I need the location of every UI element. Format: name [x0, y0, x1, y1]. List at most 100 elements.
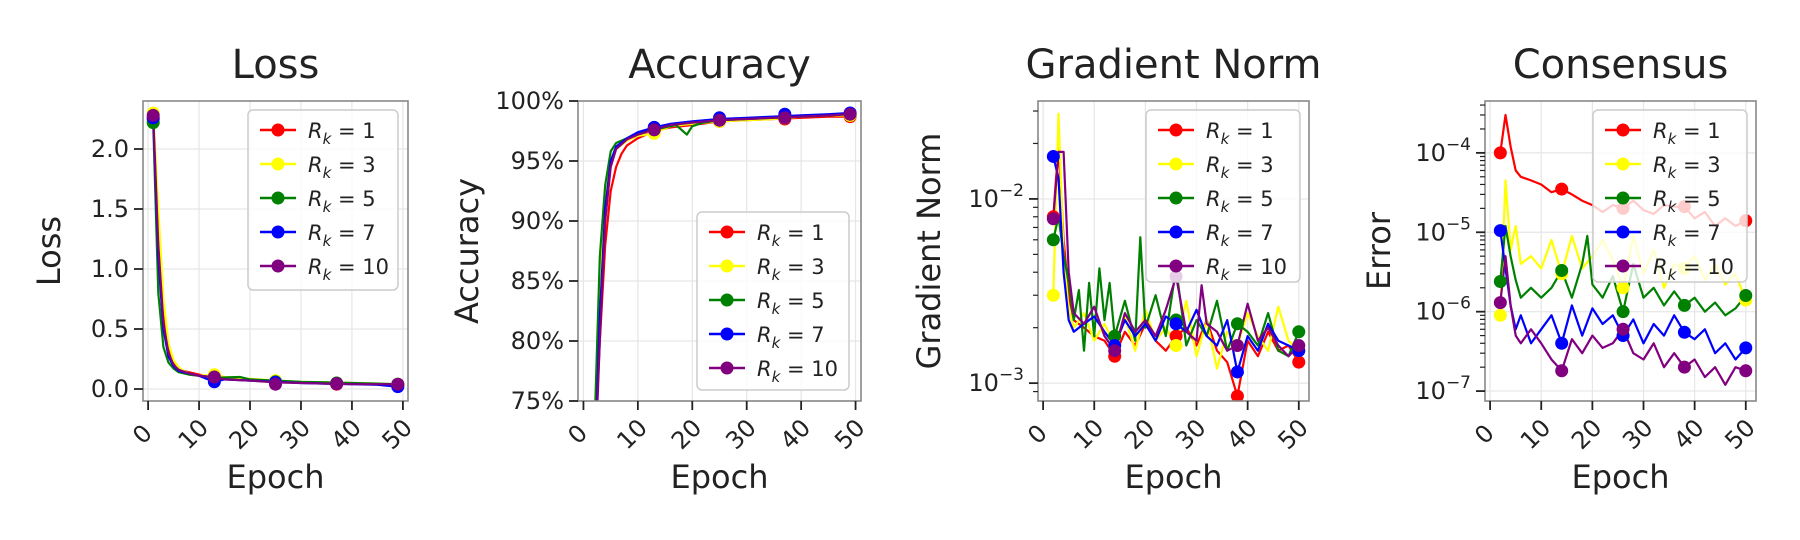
y-tick-label: 0.5: [91, 315, 129, 343]
series-marker-3: [1616, 305, 1630, 319]
series-marker-3: [1677, 298, 1691, 312]
y-axis-label: Accuracy: [448, 178, 486, 324]
x-tick-label: 10: [173, 414, 214, 455]
legend-item-2: Rk = 3: [709, 255, 825, 284]
legend-label: Rk = 3: [308, 153, 376, 182]
legend-item-2: Rk = 3: [260, 153, 376, 182]
legend-item-5: Rk = 10: [1158, 255, 1287, 284]
series-marker-1: [1493, 146, 1507, 160]
x-tick-label: 50: [1719, 414, 1760, 455]
legend-marker: [1169, 259, 1183, 273]
series-marker-5: [391, 377, 405, 391]
legend-item-4: Rk = 7: [1158, 221, 1274, 250]
legend-marker: [720, 361, 734, 375]
legend-item-3: Rk = 5: [1605, 187, 1721, 216]
y-tick-label: 10−4: [1415, 135, 1471, 167]
legend-label: Rk = 5: [1653, 187, 1721, 216]
legend-item-3: Rk = 5: [260, 187, 376, 216]
y-tick-label: 95%: [511, 147, 564, 175]
legend-marker: [1169, 191, 1183, 205]
legend-item-2: Rk = 3: [1158, 153, 1274, 182]
series-marker-1: [1230, 389, 1244, 401]
axes-frame: [142, 100, 409, 402]
x-tick-label: 50: [829, 414, 870, 455]
chart-title: Consensus: [1513, 42, 1729, 88]
legend-label: Rk = 10: [308, 255, 389, 284]
legend: Rk = 1 Rk = 3 Rk = 5 Rk = 7 Rk = 10: [696, 211, 850, 391]
y-tick-label: 1.0: [91, 255, 129, 283]
x-tick-label: 30: [720, 414, 761, 455]
series-marker-4: [1555, 336, 1569, 350]
y-tick-label: 10−3: [968, 365, 1024, 397]
series-line-3: [1052, 215, 1300, 358]
legend-marker: [271, 123, 285, 137]
legend-marker: [271, 225, 285, 239]
x-tick-label: 40: [326, 414, 367, 455]
legend-label: Rk = 1: [1653, 119, 1721, 148]
series-marker-4: [1493, 224, 1507, 238]
series-group: [594, 106, 857, 401]
x-tick-label: 50: [377, 414, 418, 455]
series-line-4: [1052, 156, 1300, 374]
legend: Rk = 1 Rk = 3 Rk = 5 Rk = 7 Rk = 10: [1592, 109, 1748, 284]
series-marker-4: [1169, 317, 1183, 331]
legend-box: [1145, 109, 1301, 283]
series-marker-5: [778, 111, 792, 125]
legend-item-1: Rk = 1: [709, 221, 825, 250]
y-axis-label: Gradient Norm: [910, 133, 948, 370]
x-tick-label: 30: [1617, 414, 1658, 455]
legend-item-3: Rk = 5: [1158, 187, 1274, 216]
series-marker-2: [1169, 339, 1183, 353]
legend-label: Rk = 10: [1653, 255, 1734, 284]
series-marker-5: [1292, 339, 1306, 353]
legend-marker: [720, 259, 734, 273]
y-axis-label: Loss: [30, 216, 68, 286]
legend-item-1: Rk = 1: [1158, 119, 1274, 148]
axes-frame: [577, 100, 862, 402]
chart-panel-4: 0 10 20 30 40 50 10−7 10−6 10−5 10−4 Consensus Epoc…: [1360, 42, 1761, 496]
legend-box: [696, 211, 850, 391]
y-tick-label: 10−6: [1415, 294, 1471, 326]
x-axis-label: Epoch: [671, 458, 769, 496]
legend-item-3: Rk = 5: [709, 289, 825, 318]
series-marker-5: [1046, 212, 1060, 226]
series-marker-5: [207, 370, 221, 384]
x-tick-label: 50: [1272, 414, 1313, 455]
series-marker-5: [713, 113, 726, 127]
x-tick-label: 10: [612, 414, 653, 455]
series-marker-3: [1555, 264, 1569, 278]
legend-label: Rk = 3: [757, 255, 825, 284]
y-tick-label: 90%: [511, 207, 564, 235]
chart-title: Gradient Norm: [1026, 42, 1322, 88]
legend-item-4: Rk = 7: [1605, 221, 1721, 250]
legend-item-5: Rk = 10: [1605, 255, 1734, 284]
y-tick-label: 10−7: [1415, 373, 1471, 405]
x-tick-label: 0: [127, 419, 158, 450]
x-tick-label: 20: [666, 414, 707, 455]
x-tick-label: 40: [1221, 414, 1262, 455]
series-marker-2: [1616, 281, 1630, 295]
legend-label: Rk = 5: [308, 187, 376, 216]
legend-label: Rk = 1: [308, 119, 376, 148]
series-marker-5: [1616, 322, 1630, 336]
series-marker-5: [1108, 344, 1122, 358]
legend-label: Rk = 5: [757, 289, 825, 318]
series-marker-3: [1108, 329, 1122, 343]
x-tick-label: 40: [775, 414, 816, 455]
y-tick-label: 2.0: [91, 135, 129, 163]
series-marker-1: [1292, 355, 1306, 369]
legend-label: Rk = 7: [308, 221, 376, 250]
legend-label: Rk = 7: [1206, 221, 1274, 250]
legend: Rk = 1 Rk = 3 Rk = 5 Rk = 7 Rk = 10: [1145, 109, 1301, 284]
legend-marker: [1616, 225, 1630, 239]
series-marker-5: [146, 108, 160, 122]
y-tick-label: 75%: [511, 387, 564, 415]
chart-panel-1: 0 10 20 30 40 50 0.0 0.5 1.0 1.5 2.0 Loss Epoch Loss R…: [30, 42, 418, 496]
series-marker-3: [1739, 288, 1753, 302]
y-tick-label: 85%: [511, 267, 564, 295]
legend-label: Rk = 3: [1653, 153, 1721, 182]
series-marker-5: [843, 107, 857, 121]
chart-panel-3: 0 10 20 30 40 50 10−3 10−2 Gradient Norm Epoch Gra…: [910, 42, 1321, 496]
series-marker-4: [1739, 341, 1753, 355]
